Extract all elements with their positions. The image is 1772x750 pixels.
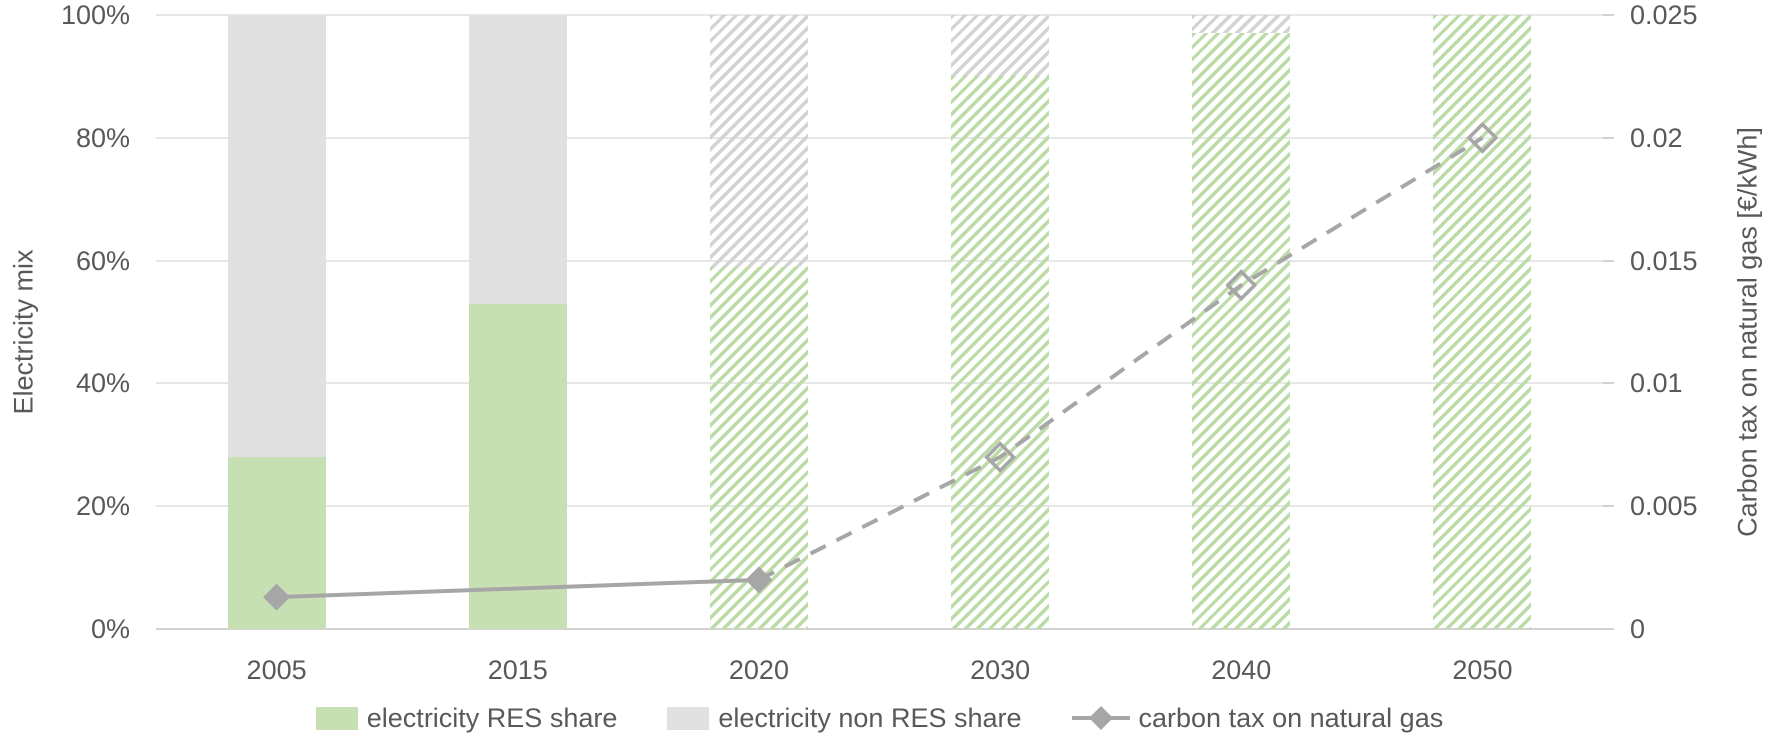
carbon-tax-marker-2020 [745, 566, 773, 594]
res-segment [951, 76, 1050, 629]
right-axis-tick-mark [1603, 382, 1614, 385]
right-axis-tick-mark [1603, 136, 1614, 139]
carbon-tax-marker-2030 [984, 441, 1017, 474]
plot-area [156, 14, 1614, 630]
non-res-segment [951, 15, 1050, 77]
right-axis-tick-mark [1603, 259, 1614, 262]
x-axis-label-2050: 2050 [1452, 655, 1513, 685]
carbon-tax-marker-2005 [263, 583, 291, 611]
gridline [156, 14, 1603, 16]
gridline [156, 505, 1603, 508]
left-axis-tick-label: 100% [60, 0, 130, 30]
right-axis-tick-label: 0.01 [1630, 368, 1683, 399]
right-axis-tick-label: 0.025 [1630, 0, 1698, 30]
bar-2005 [227, 15, 326, 629]
left-axis-tick-labels: 0% 20% 40% 60% 80% 100% [0, 0, 130, 644]
carbon-tax-marker-2040 [1225, 269, 1258, 302]
right-axis-tick-label: 0.005 [1630, 491, 1698, 522]
x-axis-label-2015: 2015 [487, 655, 548, 685]
left-axis-tick-label: 0% [90, 614, 130, 644]
bar-2040 [1192, 15, 1291, 629]
bar-2050 [1433, 15, 1532, 629]
line-diamond-icon [1071, 705, 1130, 731]
res-segment [468, 303, 567, 629]
legend-item-res-share: electricity RES share [315, 702, 618, 734]
gridline [156, 136, 1603, 139]
non-res-segment [227, 15, 326, 458]
right-axis-title: Carbon tax on natural gas [€/kWh] [1732, 127, 1763, 537]
gridline [156, 628, 1603, 630]
non-res-segment [1192, 15, 1291, 34]
right-axis-tick-mark [1603, 505, 1614, 508]
right-axis-tick-label: 0 [1630, 614, 1646, 644]
x-axis-label-2040: 2040 [1211, 655, 1272, 685]
legend: electricity RES share electricity non RE… [156, 698, 1603, 738]
x-axis-labels: 2005 2015 2020 2030 2040 2050 [156, 652, 1603, 688]
bar-2030 [951, 15, 1050, 629]
right-axis-tick-labels: 0 0.005 0.01 0.015 0.02 0.025 [1630, 0, 1770, 644]
bar-2015 [468, 15, 567, 629]
gridline [156, 259, 1603, 262]
carbon-tax-line-dashed [758, 136, 1484, 582]
non-res-segment [709, 15, 808, 267]
legend-label-non-res-share: electricity non RES share [718, 702, 1022, 733]
carbon-tax-line-svg [263, 121, 1499, 611]
carbon-tax-marker-2050 [1466, 121, 1499, 154]
res-share-swatch-icon [315, 706, 358, 730]
left-axis-tick-label: 20% [75, 491, 130, 522]
non-res-segment [468, 15, 567, 304]
res-segment [1433, 15, 1532, 629]
x-axis-label-2020: 2020 [728, 655, 789, 685]
x-axis-label-2005: 2005 [246, 655, 307, 685]
legend-label-carbon-tax: carbon tax on natural gas [1138, 702, 1444, 733]
right-axis-tick-mark [1603, 14, 1614, 16]
legend-diamond [1088, 705, 1113, 731]
bar-2020 [709, 15, 808, 629]
right-axis-tick-mark [1603, 628, 1614, 630]
legend-item-carbon-tax: carbon tax on natural gas [1071, 702, 1444, 734]
legend-item-non-res-share: electricity non RES share [667, 702, 1022, 734]
x-axis-label-2030: 2030 [970, 655, 1031, 685]
left-axis-tick-label: 40% [75, 368, 130, 399]
carbon-tax-line-solid [276, 577, 759, 600]
res-segment [1192, 33, 1291, 629]
left-axis-tick-label: 80% [75, 122, 130, 153]
right-axis-tick-label: 0.02 [1630, 122, 1683, 153]
non-res-share-swatch-icon [667, 706, 710, 730]
right-axis-tick-label: 0.015 [1630, 245, 1698, 276]
legend-label-res-share: electricity RES share [366, 702, 618, 733]
gridline [156, 382, 1603, 385]
left-axis-tick-label: 60% [75, 245, 130, 276]
